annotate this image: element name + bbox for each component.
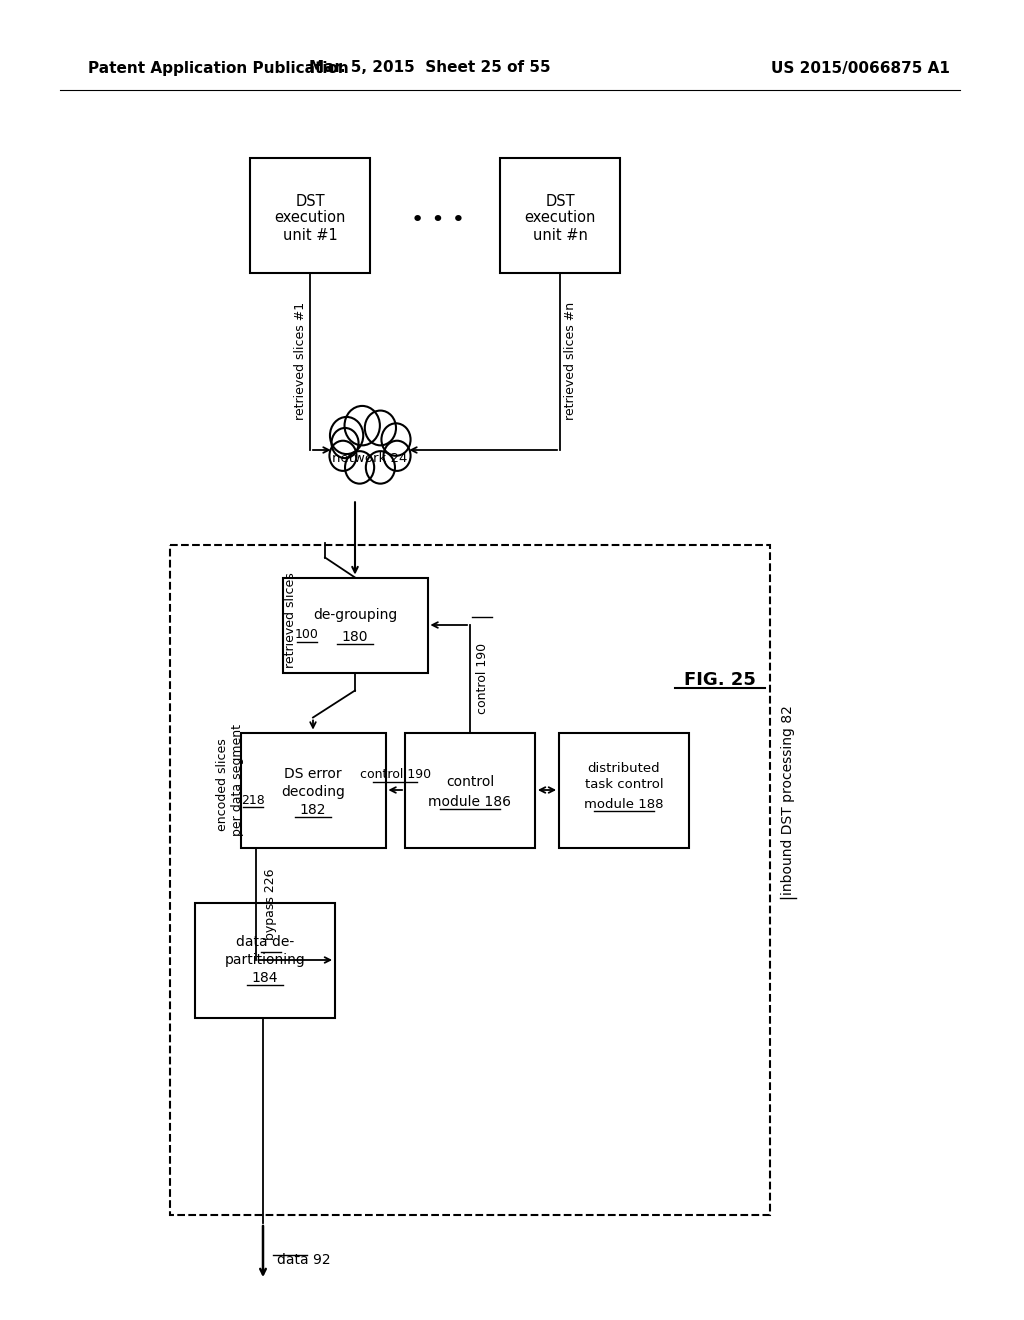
Ellipse shape [366, 451, 395, 483]
Ellipse shape [381, 424, 411, 455]
Ellipse shape [332, 428, 358, 458]
Text: execution: execution [524, 210, 596, 226]
Bar [559, 733, 689, 847]
Text: data de-: data de- [236, 935, 294, 949]
Text: de-grouping: de-grouping [313, 609, 397, 622]
Bar [406, 733, 535, 847]
Text: decoding: decoding [281, 785, 345, 799]
Text: Patent Application Publication: Patent Application Publication [88, 61, 349, 75]
Text: encoded slices: encoded slices [216, 739, 229, 832]
Text: execution: execution [274, 210, 346, 226]
Text: retrieved slices: retrieved slices [284, 572, 297, 668]
Text: DST: DST [545, 194, 574, 209]
Bar [283, 578, 427, 672]
Bar [250, 157, 370, 272]
Text: inbound DST processing 82: inbound DST processing 82 [781, 705, 795, 895]
Ellipse shape [330, 417, 364, 454]
Text: retrieved slices #n: retrieved slices #n [563, 302, 577, 420]
Text: control 190: control 190 [475, 643, 488, 714]
Text: 218: 218 [241, 793, 265, 807]
Text: DST: DST [295, 194, 325, 209]
Text: distributed: distributed [588, 762, 660, 775]
Text: per data segment: per data segment [231, 723, 245, 836]
Ellipse shape [365, 411, 396, 445]
Text: 100: 100 [295, 628, 318, 642]
Text: partitioning: partitioning [224, 953, 305, 968]
Text: unit #1: unit #1 [283, 227, 337, 243]
Text: 180: 180 [342, 630, 369, 644]
Ellipse shape [330, 441, 356, 471]
Text: Mar. 5, 2015  Sheet 25 of 55: Mar. 5, 2015 Sheet 25 of 55 [309, 61, 551, 75]
Text: DS error: DS error [285, 767, 342, 781]
Text: 184: 184 [252, 972, 279, 985]
Text: task control: task control [585, 779, 664, 792]
Text: US 2015/0066875 A1: US 2015/0066875 A1 [771, 61, 949, 75]
Text: retrieved slices #1: retrieved slices #1 [294, 302, 306, 420]
Text: unit #n: unit #n [532, 227, 588, 243]
Ellipse shape [344, 407, 380, 445]
Text: module 186: module 186 [428, 795, 512, 809]
Text: data 92: data 92 [278, 1253, 331, 1267]
Bar [195, 903, 335, 1018]
Text: module 188: module 188 [585, 797, 664, 810]
Text: control: control [445, 775, 495, 789]
Bar [500, 157, 620, 272]
Text: bypass 226: bypass 226 [264, 869, 278, 940]
Ellipse shape [384, 441, 411, 471]
Text: FIG. 25: FIG. 25 [684, 671, 756, 689]
Ellipse shape [345, 451, 374, 483]
Text: 182: 182 [300, 803, 327, 817]
Text: control 190: control 190 [359, 768, 431, 781]
Bar [241, 733, 385, 847]
Bar [170, 545, 770, 1214]
Text: network 24: network 24 [333, 451, 408, 465]
Text: • • •: • • • [411, 210, 465, 230]
